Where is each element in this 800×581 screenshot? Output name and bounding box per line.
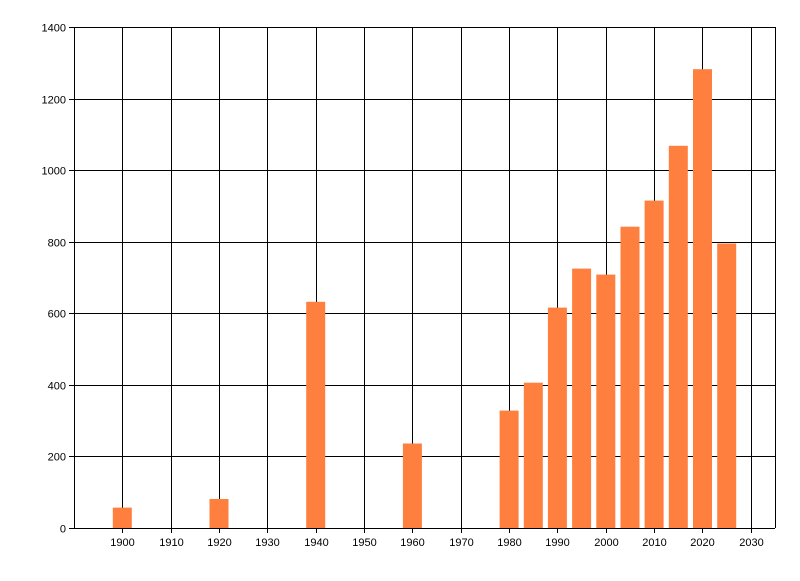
bar: [306, 301, 326, 528]
bar: [717, 243, 737, 528]
bar: [209, 499, 229, 528]
x-tick-label: 1940: [304, 537, 328, 549]
x-tick-label: 1950: [352, 537, 376, 549]
bar: [499, 410, 519, 528]
bar: [693, 69, 712, 528]
x-tick-label: 2030: [739, 537, 763, 549]
x-tick-label: 2000: [594, 537, 618, 549]
x-tick-label: 1980: [497, 537, 521, 549]
x-tick-label: 1900: [110, 537, 134, 549]
y-tick-label: 400: [48, 381, 66, 393]
bar: [523, 382, 543, 528]
y-tick-label: 600: [48, 309, 66, 321]
x-tick-label: 1910: [159, 537, 183, 549]
y-tick-label: 800: [48, 238, 66, 250]
bar: [668, 145, 688, 529]
tick-label-layer: 0 200 400 600 800 1000 1200 1400 1900 1910 1920 193…: [42, 23, 764, 550]
x-tick-label: 1970: [449, 537, 473, 549]
bar: [620, 226, 640, 528]
x-tick-label: 1960: [400, 537, 424, 549]
y-tick-label: 1000: [42, 166, 66, 178]
bar: [402, 443, 422, 528]
y-tick-label: 1400: [42, 23, 66, 35]
x-tick-label: 2010: [642, 537, 666, 549]
bar-layer: [112, 69, 737, 529]
y-tick-label: 200: [48, 452, 66, 464]
bar: [644, 200, 664, 528]
y-tick-label: 0: [60, 524, 66, 536]
y-tick-label: 1200: [42, 95, 66, 107]
bar: [112, 507, 132, 528]
grid-layer: [74, 27, 776, 529]
x-tick-label: 1990: [545, 537, 569, 549]
bar: [547, 307, 567, 528]
x-tick-label: 1920: [207, 537, 231, 549]
bar: [572, 268, 592, 528]
bar: [596, 274, 616, 528]
x-tick-label: 2020: [690, 537, 714, 549]
x-tick-label: 1930: [255, 537, 279, 549]
axis-layer: [69, 27, 775, 533]
